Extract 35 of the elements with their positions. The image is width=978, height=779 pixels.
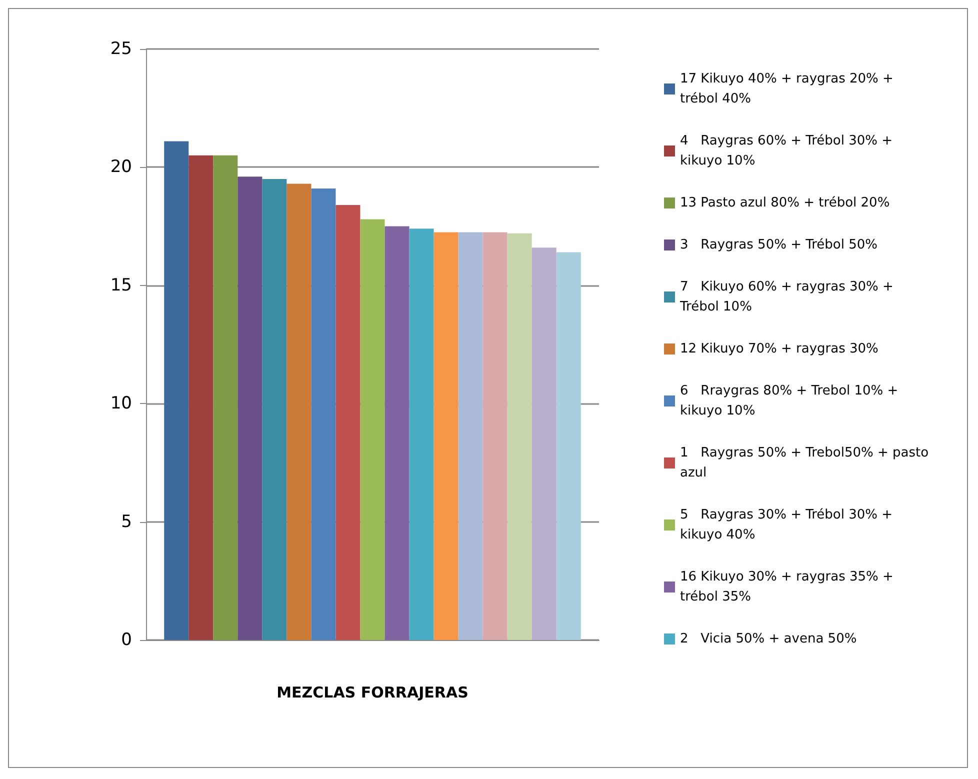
bar xyxy=(286,184,312,640)
legend-label: 17 Kikuyo 40% + raygras 20% + trébol 40% xyxy=(680,72,898,106)
bar xyxy=(532,248,556,640)
y-tick-label: 5 xyxy=(121,512,132,532)
legend-label: 2 Vicia 50% + avena 50% xyxy=(680,632,857,646)
bar xyxy=(262,179,287,640)
bar xyxy=(188,155,214,640)
bar xyxy=(556,252,581,640)
bar xyxy=(458,232,483,640)
bar xyxy=(213,155,238,640)
legend-label: 1 Raygras 50% + Trebol50% + pasto azul xyxy=(680,446,933,480)
legend-label: 13 Pasto azul 80% + trébol 20% xyxy=(680,196,890,210)
y-tick-label: 15 xyxy=(110,275,132,296)
legend-label: 16 Kikuyo 30% + raygras 35% + trébol 35% xyxy=(680,570,898,604)
bar xyxy=(507,233,532,640)
y-tick-label: 0 xyxy=(121,630,132,650)
bar xyxy=(311,188,336,640)
bar xyxy=(238,176,262,640)
y-tick-label: 20 xyxy=(110,157,132,178)
y-tick-label: 10 xyxy=(110,394,132,414)
bar xyxy=(336,205,360,640)
bar xyxy=(434,232,458,640)
bar xyxy=(360,219,385,640)
legend-label: 6 Rraygras 80% + Trebol 10% + kikuyo 10% xyxy=(680,384,902,418)
bar xyxy=(384,226,410,640)
legend-label: 4 Raygras 60% + Trébol 30% + kikuyo 10% xyxy=(680,134,897,168)
legend-label: 12 Kikuyo 70% + raygras 30% xyxy=(680,342,878,356)
bar xyxy=(482,232,508,640)
y-tick-label: 25 xyxy=(110,39,132,59)
legend-label: 3 Raygras 50% + Trébol 50% xyxy=(680,238,878,252)
legend-label: 7 Kikuyo 60% + raygras 30% + Trébol 10% xyxy=(679,280,898,314)
legend-label: 5 Raygras 30% + Trébol 30% + kikuyo 40% xyxy=(680,508,897,542)
bar xyxy=(164,141,189,640)
x-axis-title: MEZCLAS FORRAJERAS xyxy=(276,684,468,702)
bar xyxy=(409,228,434,640)
